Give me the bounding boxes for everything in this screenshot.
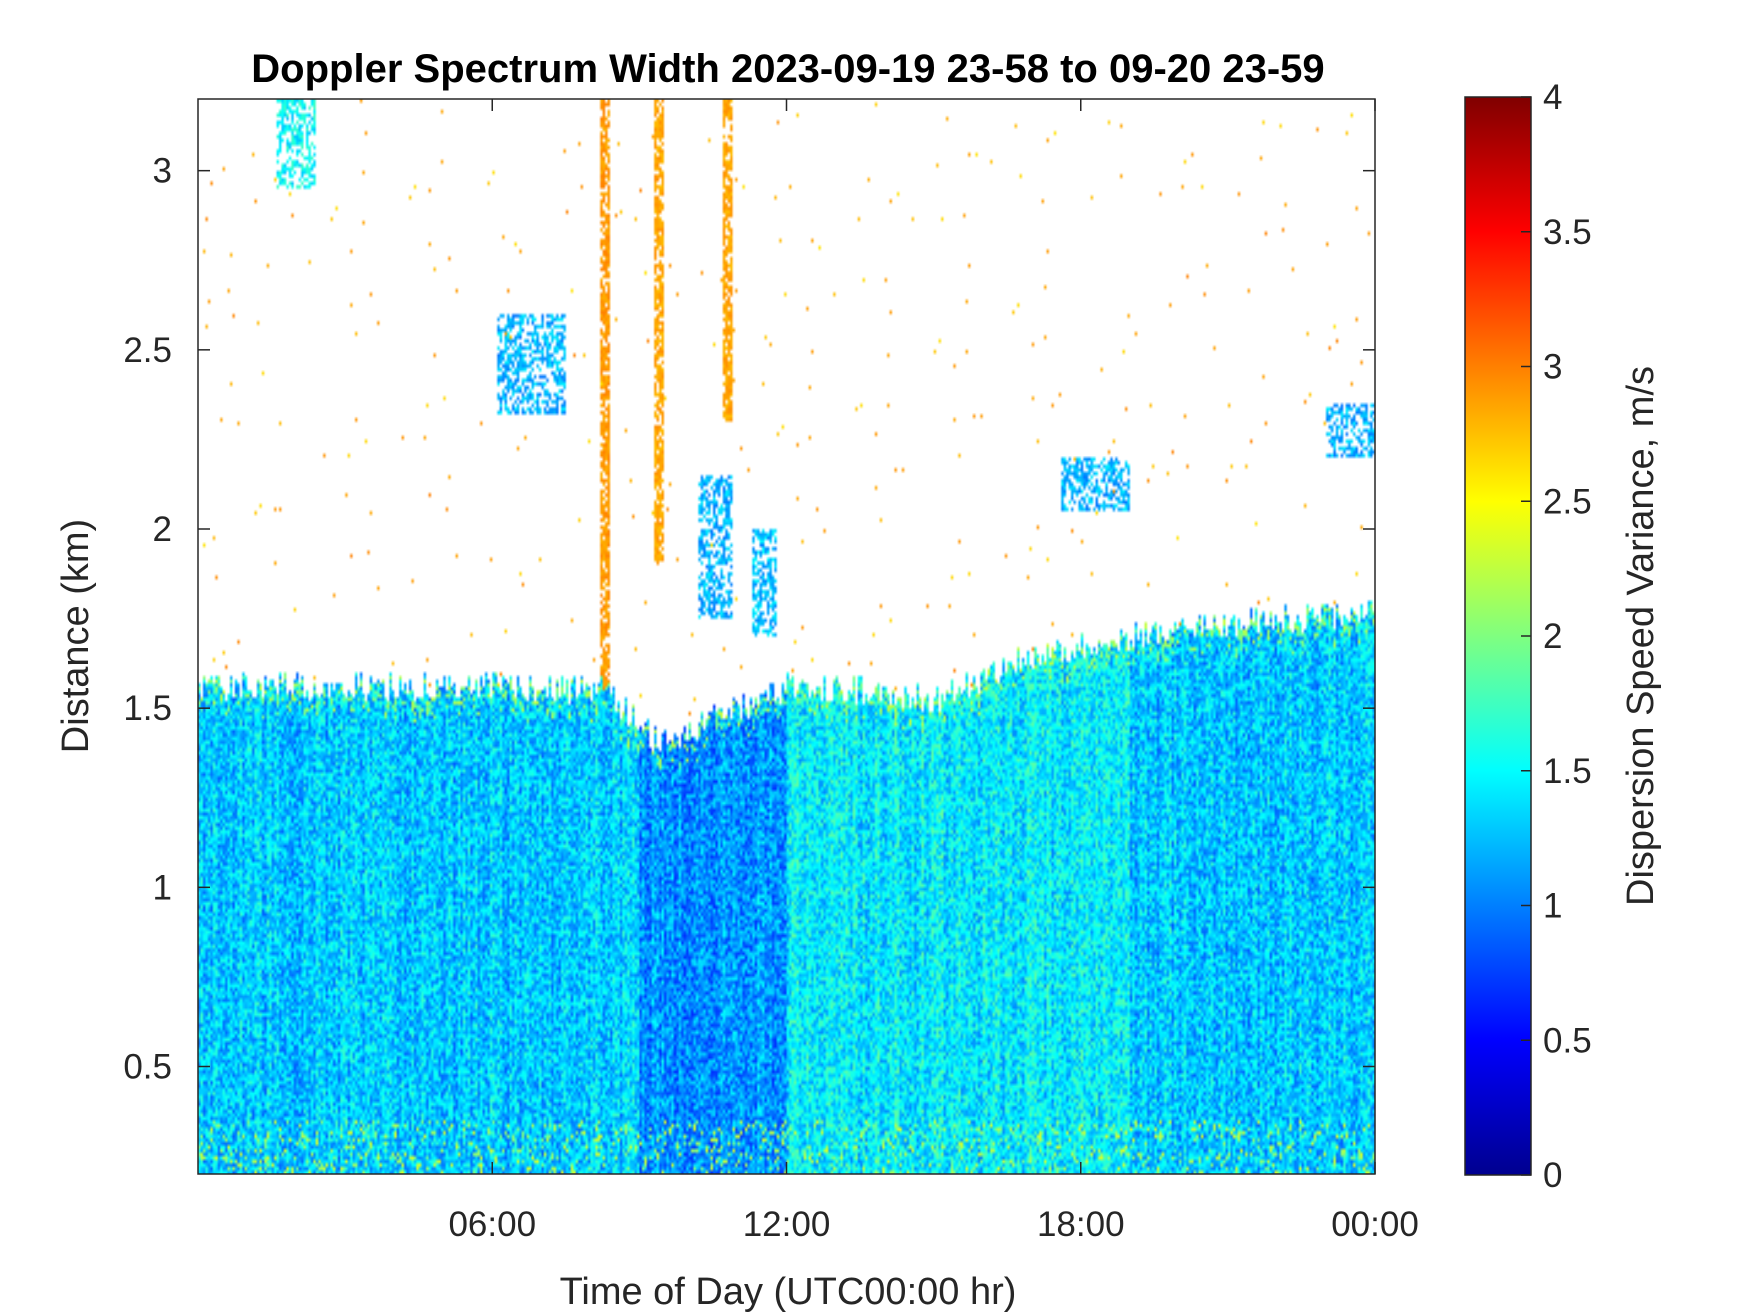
plot-area [197, 98, 1376, 1175]
y-tick-label: 1.5 [123, 689, 172, 728]
x-axis-label: Time of Day (UTC00:00 hr) [560, 1271, 1017, 1313]
y-tick-label: 3 [153, 152, 172, 191]
chart-title: Doppler Spectrum Width 2023-09-19 23-58 … [251, 47, 1324, 91]
x-axis-ticks: 06:00 12:00 18:00 00:00 [448, 99, 1419, 1244]
colorbar-ticks: 0 0.5 1 1.5 2 2.5 3 3.5 4 [1521, 78, 1592, 1195]
colorbar-tick-label: 2.5 [1543, 482, 1592, 521]
colorbar-tick-label: 1 [1543, 887, 1562, 926]
x-tick-label: 18:00 [1037, 1205, 1125, 1244]
colorbar-tick-label: 2 [1543, 617, 1562, 656]
y-tick-label: 2 [153, 510, 172, 549]
heatmap-image [198, 99, 1375, 1174]
colorbar-label: Dispersion Speed Variance, m/s [1620, 366, 1662, 906]
colorbar-scale [1464, 96, 1532, 1176]
y-tick-label: 1 [153, 868, 172, 907]
colorbar-tick-label: 4 [1543, 78, 1562, 117]
x-tick-label: 12:00 [743, 1205, 831, 1244]
x-tick-label: 00:00 [1331, 1205, 1419, 1244]
colorbar-tick-label: 3 [1543, 348, 1562, 387]
y-axis-label: Distance (km) [55, 519, 97, 753]
colorbar-tick-label: 0.5 [1543, 1021, 1592, 1060]
colorbar-tick-label: 0 [1543, 1156, 1562, 1195]
colorbar: 0 0.5 1 1.5 2 2.5 3 3.5 4 [1464, 78, 1592, 1195]
colorbar-tick-label: 3.5 [1543, 213, 1592, 252]
y-tick-label: 0.5 [123, 1048, 172, 1087]
colorbar-tick-label: 1.5 [1543, 752, 1592, 791]
x-tick-label: 06:00 [448, 1205, 536, 1244]
y-tick-label: 2.5 [123, 331, 172, 370]
y-axis-ticks: 0.5 1 1.5 2 2.5 3 [123, 152, 1375, 1087]
